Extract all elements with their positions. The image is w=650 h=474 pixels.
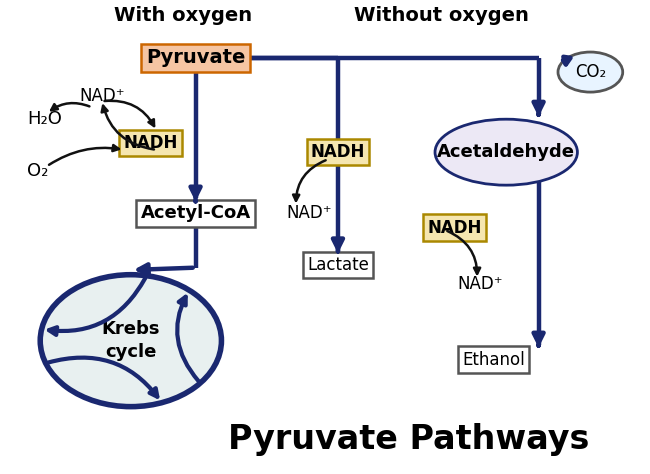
Text: NAD⁺: NAD⁺ bbox=[458, 275, 503, 293]
Text: O₂: O₂ bbox=[27, 162, 49, 180]
Text: H₂O: H₂O bbox=[27, 110, 62, 128]
Ellipse shape bbox=[558, 52, 623, 92]
Text: Pyruvate Pathways: Pyruvate Pathways bbox=[228, 423, 590, 456]
Text: Krebs: Krebs bbox=[101, 320, 160, 338]
Text: NAD⁺: NAD⁺ bbox=[286, 204, 332, 222]
Ellipse shape bbox=[435, 119, 577, 185]
Text: NADH: NADH bbox=[123, 134, 177, 152]
Text: CO₂: CO₂ bbox=[575, 63, 606, 81]
Text: Lactate: Lactate bbox=[307, 256, 369, 274]
Text: NAD⁺: NAD⁺ bbox=[79, 87, 125, 105]
Text: cycle: cycle bbox=[105, 344, 157, 362]
Text: Pyruvate: Pyruvate bbox=[146, 48, 245, 67]
Text: Acetyl-CoA: Acetyl-CoA bbox=[140, 204, 251, 222]
Text: Without oxygen: Without oxygen bbox=[354, 6, 529, 25]
Text: NADH: NADH bbox=[311, 143, 365, 161]
Text: NADH: NADH bbox=[427, 219, 482, 237]
Text: Acetaldehyde: Acetaldehyde bbox=[437, 143, 575, 161]
Text: With oxygen: With oxygen bbox=[114, 6, 252, 25]
Circle shape bbox=[40, 275, 222, 407]
Text: Ethanol: Ethanol bbox=[462, 350, 525, 368]
